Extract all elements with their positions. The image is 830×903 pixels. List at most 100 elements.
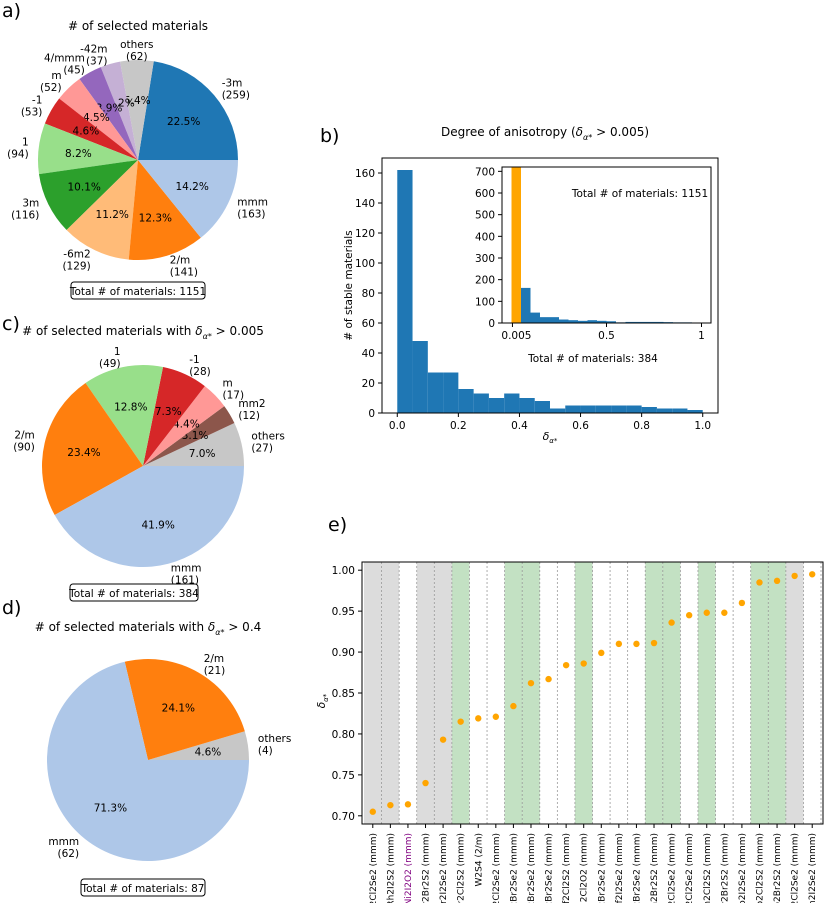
inset-histogram-bar — [644, 321, 654, 323]
inset-x-tick-label: 0.5 — [598, 330, 615, 342]
y-tick-label: 40 — [362, 348, 375, 360]
pie-pct-label: 22.5% — [167, 116, 200, 128]
panel-label: b) — [320, 125, 339, 147]
data-point — [685, 612, 693, 619]
data-point — [773, 577, 781, 585]
y-tick-label: 160 — [355, 168, 375, 180]
histogram-bar — [550, 408, 566, 413]
pie-slice-2/m — [124, 659, 245, 760]
pie-category-label: 4/mmm (45) — [44, 53, 85, 77]
inset-y-tick-label: 100 — [475, 296, 495, 308]
column-shade — [662, 562, 681, 824]
pie-slice-m — [59, 78, 138, 160]
pie-pct-label: 4.6% — [73, 125, 100, 137]
panel-a-pie: a) # of selected materials 22.5% -3m (259) 5.… — [2, 0, 268, 300]
data-point — [475, 715, 482, 722]
x-tick-label: Hf2I2Se2 (mmm) — [615, 833, 625, 903]
panel-b-title: Degree of anisotropy (δα* > 0.005) — [441, 125, 649, 142]
x-tick-label: 0.4 — [511, 420, 528, 432]
total-label-box — [69, 583, 199, 602]
pie-category-label: -42m (37) — [80, 43, 107, 67]
data-point — [738, 599, 746, 607]
total-label-box — [70, 281, 206, 300]
column-shade — [381, 562, 400, 824]
inset-histogram-bar — [635, 321, 645, 323]
histogram-bar — [412, 341, 428, 413]
pie-category-label: -6m2 (129) — [62, 248, 90, 272]
pie-pct-label: 7.3% — [155, 406, 182, 418]
histogram-bar — [565, 405, 581, 413]
x-tick-label: Rh2I2S2 (mmm) — [386, 833, 396, 903]
inset-y-tick-label: 700 — [475, 166, 495, 178]
y-tick-label: 0.70 — [332, 811, 355, 823]
x-tick-label: 0.8 — [633, 420, 650, 432]
histogram-bar — [580, 405, 596, 413]
x-tick-label: Ir2I2Se2 (mmm) — [439, 833, 449, 903]
histogram-bar — [519, 398, 535, 413]
data-point — [809, 571, 816, 578]
pie-category-label: 1 (49) — [99, 346, 121, 370]
x-tick-label: Hf2Br2Se2 (mmm) — [545, 833, 555, 903]
x-tick-label: Co2Br2S2 (mmm) — [773, 833, 783, 903]
pie-pct-label: 5.4% — [124, 95, 151, 107]
inset-histogram-bar — [578, 320, 588, 323]
histogram-bar — [488, 398, 505, 413]
x-tick-label: Ir2Cl2S2 (mmm) — [457, 833, 467, 903]
x-tick-label: Ti2Cl2Se2 (mmm) — [492, 833, 502, 903]
inset-background — [502, 167, 711, 323]
pie-category-label: 1 (94) — [7, 136, 29, 160]
pie-slice--1 — [143, 367, 205, 466]
inset-y-tick-label: 200 — [475, 275, 495, 287]
y-tick-label: 0.85 — [332, 688, 355, 700]
pie-category-label: 2/m (141) — [170, 254, 198, 278]
pie-slice-4/mmm — [79, 67, 138, 160]
pie-slice-others — [148, 731, 249, 760]
pie-slice-2/m — [41, 382, 144, 515]
y-tick-label: 1.00 — [332, 565, 355, 577]
pie-slice-mmm — [138, 160, 238, 238]
panel-b-histogram: b) Degree of anisotropy (δα* > 0.005) 0 20 4… — [320, 125, 719, 445]
pie-category-label: mmm (161) — [171, 563, 202, 587]
pie-pct-label: 7.0% — [189, 448, 216, 460]
panel-d-title: # of selected materials with δα* > 0.4 — [35, 620, 262, 637]
inset-histogram-bar — [511, 167, 521, 323]
data-point — [492, 713, 500, 720]
pie-pct-label: 14.2% — [175, 181, 208, 193]
histogram-bar — [504, 393, 520, 413]
pie-slice-2/m — [128, 160, 201, 260]
pie-pct-label: 4.6% — [195, 746, 222, 758]
histogram-bar — [641, 407, 657, 413]
pie-slice-others — [143, 422, 244, 466]
data-point — [668, 619, 675, 626]
data-point — [369, 808, 376, 815]
pie-pct-label: 24.1% — [162, 703, 195, 715]
inset-y-tick-label: 600 — [475, 188, 495, 200]
data-point — [756, 579, 763, 586]
inset-histogram-bar — [530, 312, 540, 323]
column-shade — [750, 562, 769, 824]
y-tick-label: 0.95 — [332, 606, 355, 618]
pie-slice-m — [143, 386, 225, 466]
x-tick-label: W2S4 (2/m) — [474, 833, 484, 886]
histogram-bar — [687, 410, 703, 413]
x-tick-label: Ir2Cl2Se2 (mmm) — [668, 833, 678, 903]
total-label-box — [80, 878, 206, 897]
pie-slice-mm2 — [143, 406, 235, 466]
histogram-bar — [611, 405, 627, 413]
inset-histogram-bar — [597, 320, 607, 323]
y-tick-label: 0.80 — [332, 729, 355, 741]
data-point — [457, 718, 464, 725]
panel-label: d) — [2, 597, 21, 619]
pie-category-label: 2/m (90) — [13, 430, 35, 454]
x-tick-label: Ir2Br2Se2 (mmm) — [509, 833, 519, 903]
data-point — [580, 660, 587, 667]
pie-category-label: -1 (53) — [21, 95, 43, 119]
x-tick-label: Rh2Cl2S2 (mmm) — [703, 833, 713, 903]
pie-category-label: others (4) — [258, 733, 291, 757]
pie-pct-label: 12.8% — [114, 402, 147, 414]
panel-label: c) — [2, 313, 20, 335]
column-shade — [416, 562, 435, 824]
data-point — [562, 661, 570, 669]
x-tick-label: Co2Cl2S2 (mmm) — [755, 833, 765, 903]
column-shade — [768, 562, 786, 824]
